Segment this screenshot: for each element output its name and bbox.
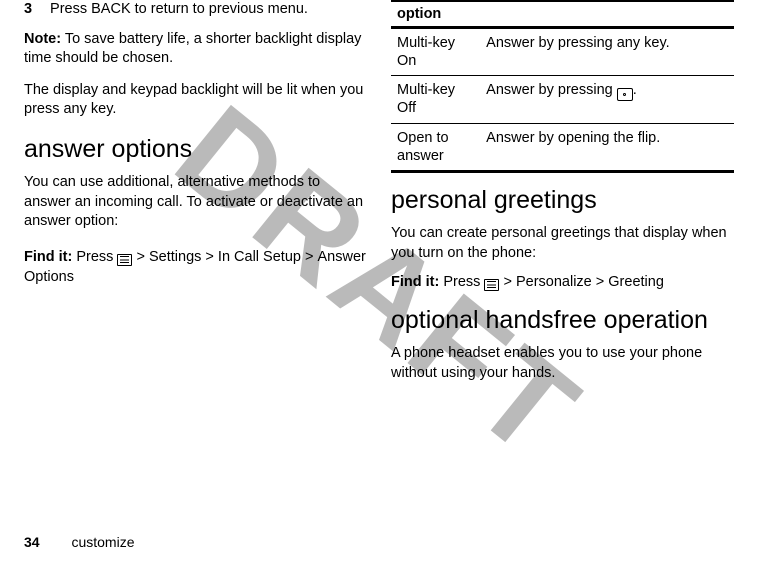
findit-greeting: Find it: Press > Personalize > Greeting [391, 273, 734, 293]
opt-open-to-answer: Open to answer [391, 123, 480, 171]
opt-multikey-on-desc: Answer by pressing any key. [480, 28, 734, 76]
opt-line2: On [397, 53, 416, 69]
table-row: Multi-key Off Answer by pressing . [391, 76, 734, 123]
findit-label: Find it: [391, 274, 439, 290]
path-in-call-setup: In Call Setup [218, 249, 301, 265]
step-suffix: to return to previous menu. [131, 1, 308, 17]
opt-line1: Multi-key [397, 82, 455, 98]
table-row: Multi-key On Answer by pressing any key. [391, 28, 734, 76]
findit-press: Press [439, 274, 484, 290]
opt-multikey-off: Multi-key Off [391, 76, 480, 123]
right-column: option Multi-key On Answer by pressing a… [391, 0, 734, 400]
note-text: To save battery life, a shorter backligh… [24, 31, 361, 67]
table-header: option [391, 1, 734, 28]
path-sep-1: > [499, 274, 516, 290]
opt-line2: answer [397, 148, 444, 164]
personal-greetings-heading: personal greetings [391, 187, 734, 215]
path-sep-3: > [301, 249, 318, 265]
path-greeting: Greeting [608, 274, 664, 290]
menu-key-icon [117, 254, 132, 266]
answer-options-heading: answer options [24, 136, 367, 164]
path-sep-2: > [592, 274, 609, 290]
note-label: Note: [24, 31, 61, 47]
opt-line1: Multi-key [397, 35, 455, 51]
findit-answer-options: Find it: Press > Settings > In Call Setu… [24, 248, 367, 287]
note-paragraph: Note: To save battery life, a shorter ba… [24, 30, 367, 69]
back-key-label: BACK [91, 1, 131, 17]
opt-line2: Off [397, 100, 416, 116]
opt-multikey-on: Multi-key On [391, 28, 480, 76]
opt-line1: Open to [397, 130, 449, 146]
page-footer: 34 customize [24, 534, 135, 550]
footer-section-label: customize [71, 534, 134, 550]
left-column: 3 Press BACK to return to previous menu.… [24, 0, 367, 400]
step-3: 3 Press BACK to return to previous menu. [24, 0, 367, 20]
table-header-row: option [391, 1, 734, 28]
opt-open-to-answer-desc: Answer by opening the flip. [480, 123, 734, 171]
path-settings: Settings [149, 249, 201, 265]
two-column-layout: 3 Press BACK to return to previous menu.… [24, 0, 734, 400]
personal-greetings-intro: You can create personal greetings that d… [391, 224, 734, 263]
path-sep-1: > [132, 249, 149, 265]
desc-prefix: Answer by pressing [486, 82, 617, 98]
answer-options-intro: You can use additional, alternative meth… [24, 173, 367, 232]
send-key-icon [617, 88, 633, 101]
page-number: 34 [24, 534, 40, 550]
backlight-paragraph: The display and keypad backlight will be… [24, 81, 367, 120]
desc-suffix: . [633, 82, 637, 98]
path-sep-2: > [201, 249, 218, 265]
findit-press: Press [72, 249, 117, 265]
step-number: 3 [24, 0, 46, 20]
findit-label: Find it: [24, 249, 72, 265]
opt-multikey-off-desc: Answer by pressing . [480, 76, 734, 123]
path-personalize: Personalize [516, 274, 592, 290]
table-row: Open to answer Answer by opening the fli… [391, 123, 734, 171]
menu-key-icon [484, 279, 499, 291]
step-prefix: Press [50, 1, 91, 17]
handsfree-paragraph: A phone headset enables you to use your … [391, 344, 734, 383]
handsfree-heading: optional handsfree operation [391, 307, 734, 335]
options-table: option Multi-key On Answer by pressing a… [391, 0, 734, 173]
